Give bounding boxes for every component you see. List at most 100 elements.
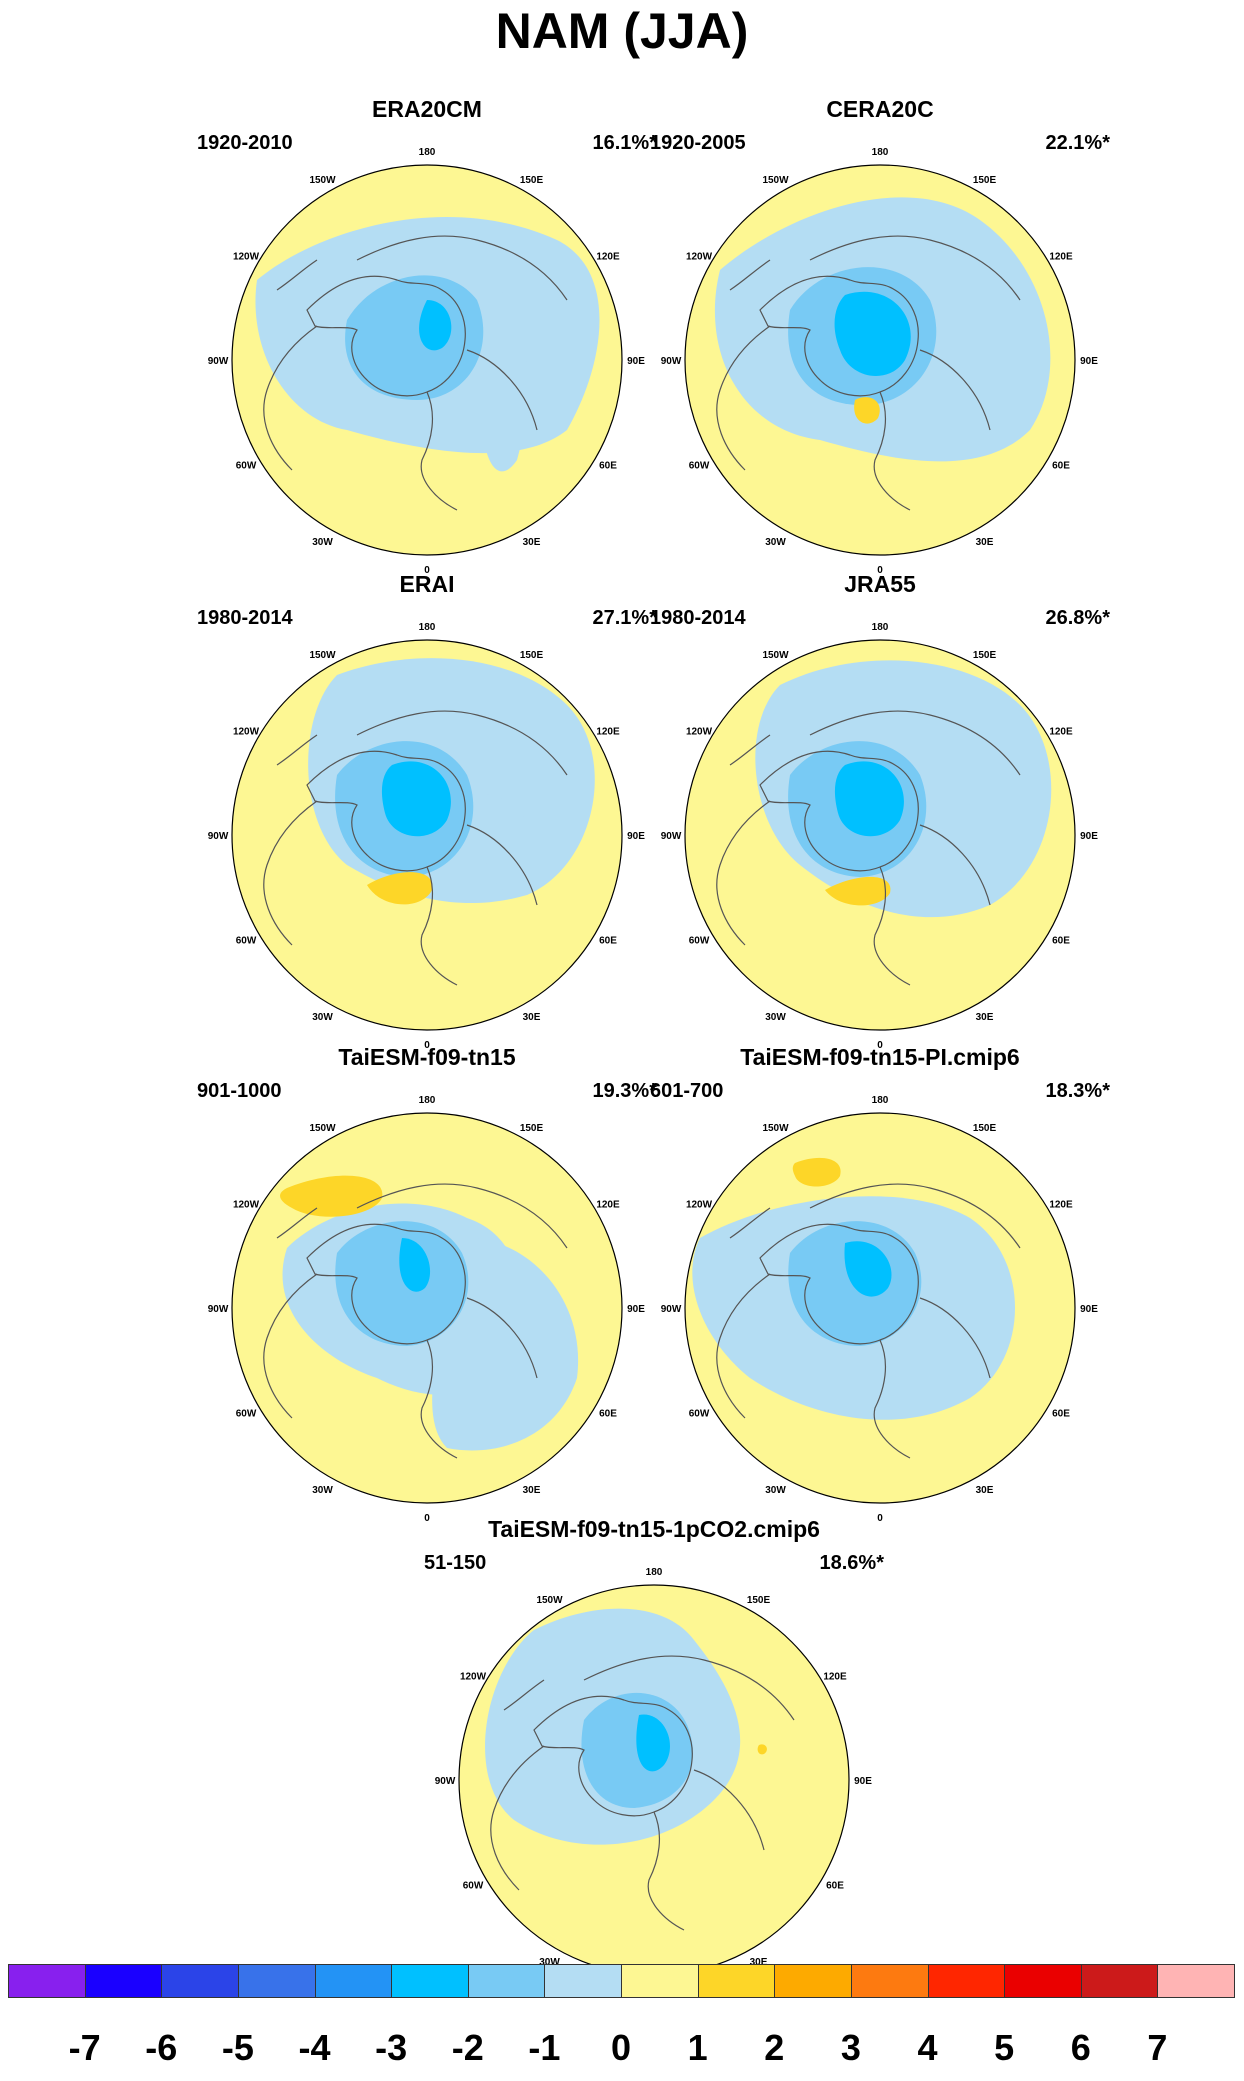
colorbar-tick-label: 2 [764, 2027, 785, 2068]
longitude-label: 60W [236, 936, 257, 947]
anomaly-contour [792, 1157, 841, 1187]
longitude-label: 60E [1052, 461, 1070, 472]
period-label: 1920-2010 [197, 132, 293, 154]
colorbar-swatch [1157, 1964, 1235, 1998]
panel-title: CERA20C [826, 96, 934, 122]
longitude-label: 90E [854, 1776, 872, 1787]
explained-variance-label: 22.1%* [1045, 132, 1111, 154]
period-label: 1920-2005 [650, 132, 746, 154]
longitude-label: 150E [747, 1595, 771, 1606]
longitude-label: 180 [419, 147, 436, 158]
anomaly-contour [854, 397, 880, 424]
colorbar-tick-label: 0 [610, 2027, 632, 2068]
longitude-label: 150W [762, 1123, 789, 1134]
longitude-label: 0 [424, 1513, 430, 1524]
longitude-label: 90E [1080, 831, 1098, 842]
period-label: 901-1000 [197, 1080, 282, 1102]
period-label: 1980-2014 [197, 607, 293, 629]
colorbar-swatch [161, 1964, 239, 1998]
longitude-label: 60W [689, 461, 710, 472]
longitude-label: 90E [1080, 1304, 1098, 1315]
panel-title: ERAI [399, 571, 455, 597]
explained-variance-label: 27.1%* [592, 607, 658, 629]
coastline [716, 1183, 1021, 1459]
longitude-label: 180 [872, 147, 889, 158]
coastline [263, 710, 568, 986]
longitude-label: 60W [236, 461, 257, 472]
longitude-label: 30E [523, 1012, 541, 1023]
anomaly-contour [432, 1238, 579, 1451]
colorbar-tick-label: 7 [1147, 2027, 1168, 2068]
longitude-label: 0 [877, 565, 883, 576]
colorbar-tick-label: 6 [1070, 2027, 1091, 2068]
longitude-label: 60E [599, 936, 617, 947]
longitude-label: 90W [661, 1304, 682, 1315]
longitude-label: 150W [762, 175, 789, 186]
anomaly-field [232, 165, 622, 555]
panel-title: ERA20CM [372, 96, 482, 122]
colorbar-swatch [8, 1964, 86, 1998]
anomaly-contour [399, 1238, 431, 1292]
longitude-label: 30W [765, 1485, 786, 1496]
longitude-label: 120E [823, 1672, 847, 1683]
longitude-label: 150W [309, 175, 336, 186]
colorbar-swatch [1080, 1964, 1159, 1998]
period-label: 1980-2014 [650, 607, 746, 629]
colorbar-tick-label: 5 [994, 2027, 1015, 2068]
anomaly-contour [825, 876, 891, 906]
anomaly-field [685, 640, 1075, 1030]
anomaly-field [685, 165, 1075, 555]
anomaly-field [459, 1585, 849, 1975]
colorbar-swatch [850, 1964, 929, 1998]
longitude-label: 180 [419, 1095, 436, 1106]
map-boundary [231, 164, 623, 556]
colorbar [8, 1964, 1235, 2000]
panel-title: JRA55 [844, 571, 916, 597]
page-title: NAM (JJA) [495, 3, 749, 59]
longitude-label: 60E [599, 1409, 617, 1420]
longitude-label: 150E [973, 650, 997, 661]
longitude-label: 60W [463, 1881, 484, 1892]
colorbar-tick-label: -1 [528, 2027, 561, 2068]
map-panel: TaiESM-f09-tn15-1pCO2.cmip6 51-150 18.6%* 1… [424, 1515, 885, 1996]
longitude-label: 90W [661, 831, 682, 842]
colorbar-tick-label: -6 [145, 2027, 178, 2068]
longitude-label: 30W [765, 537, 786, 548]
colorbar-tick-label: -5 [221, 2027, 254, 2068]
longitude-label: 0 [424, 565, 430, 576]
longitude-label: 30W [312, 537, 333, 548]
longitude-label: 90W [435, 1776, 456, 1787]
longitude-label: 30E [976, 537, 994, 548]
longitude-label: 120E [596, 727, 620, 738]
panel-title: TaiESM-f09-tn15 [338, 1044, 516, 1070]
period-label: 51-150 [424, 1552, 487, 1574]
anomaly-field [232, 640, 622, 1030]
longitude-label: 30W [765, 1012, 786, 1023]
longitude-label: 30E [523, 537, 541, 548]
longitude-label: 120W [233, 252, 260, 263]
longitude-label: 150E [973, 1123, 997, 1134]
anomaly-contour [757, 1744, 767, 1755]
anomaly-field [685, 1113, 1075, 1503]
longitude-label: 120E [1049, 727, 1073, 738]
longitude-label: 150E [973, 175, 997, 186]
longitude-label: 90W [208, 356, 229, 367]
colorbar-swatch [621, 1964, 699, 1998]
longitude-label: 60W [689, 1409, 710, 1420]
anomaly-contour [834, 291, 911, 377]
anomaly-contour [381, 761, 451, 837]
explained-variance-label: 18.6%* [819, 1552, 885, 1574]
longitude-label: 120E [596, 252, 620, 263]
longitude-label: 30E [976, 1012, 994, 1023]
longitude-label: 150E [520, 1123, 544, 1134]
colorbar-swatch [237, 1964, 316, 1998]
longitude-label: 180 [419, 622, 436, 633]
longitude-label: 180 [872, 622, 889, 633]
colorbar-swatch [391, 1964, 469, 1998]
coastline [263, 235, 568, 511]
